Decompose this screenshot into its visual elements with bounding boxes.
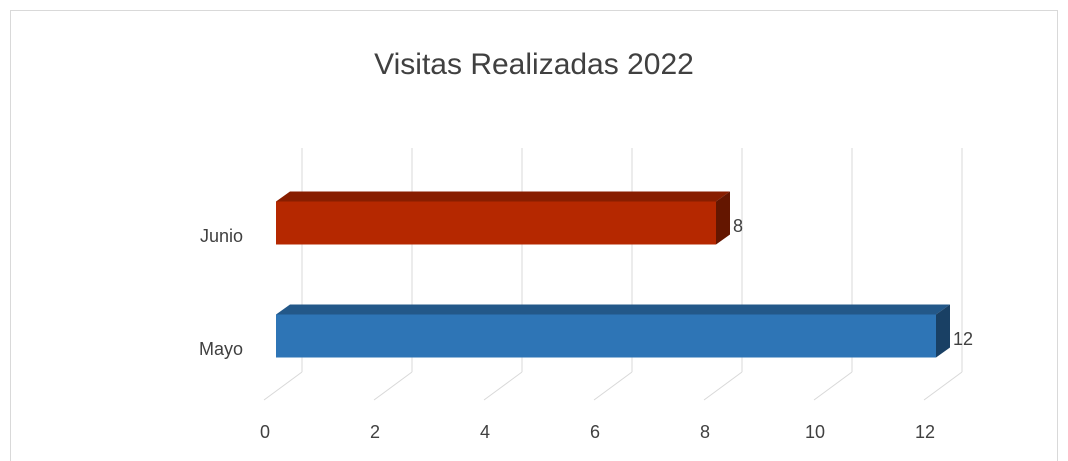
bar [276,201,716,245]
grid-floor-line [923,371,963,401]
grid-floor-line [703,371,743,401]
grid-floor-line [813,371,853,401]
x-tick-label: 2 [370,422,380,442]
y-tick-label: Junio [200,226,243,246]
x-tick-label: 0 [260,422,270,442]
bar-top [276,191,730,202]
bar-top [276,304,950,315]
y-tick-label: Mayo [199,339,243,359]
bar [276,314,936,358]
x-tick-label: 8 [700,422,710,442]
grid-floor-line [263,371,303,401]
chart-title: Visitas Realizadas 2022 [374,48,694,81]
x-tick-label: 4 [480,422,490,442]
data-label: 8 [733,216,743,236]
grid-floor-line [483,371,523,401]
x-tick-label: 10 [805,422,825,442]
bar-side [936,304,950,358]
x-tick-label: 12 [915,422,935,442]
bar-side [716,191,730,245]
grid-floor-line [373,371,413,401]
data-label: 12 [953,329,973,349]
x-tick-label: 6 [590,422,600,442]
grid-floor-line [593,371,633,401]
